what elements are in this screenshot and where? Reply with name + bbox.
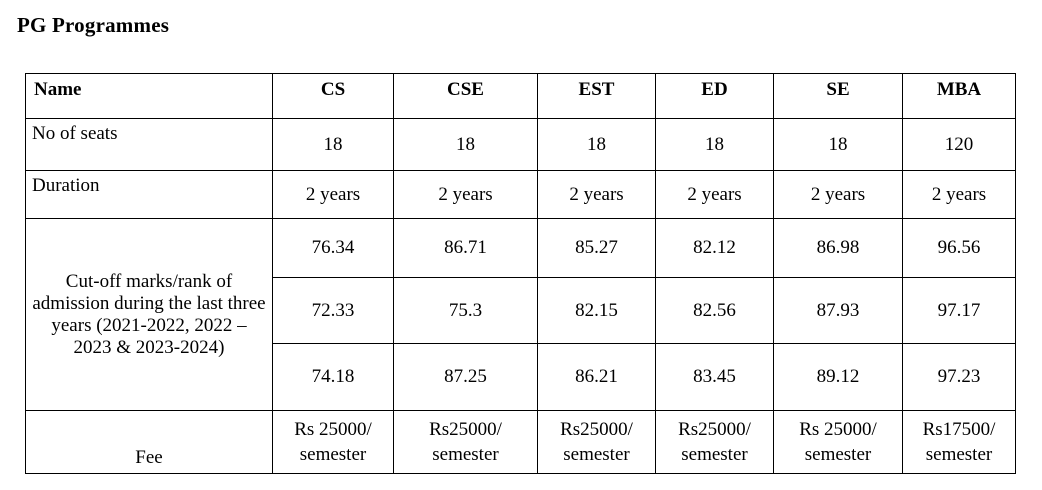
cell-cutoff1-ed: 82.12 — [655, 218, 774, 278]
cell-cutoff2-ed: 82.56 — [655, 277, 774, 344]
cell-duration-cse: 2 years — [393, 170, 538, 219]
row-label-seats: No of seats — [25, 118, 273, 171]
cell-cutoff3-cs: 74.18 — [272, 343, 394, 411]
table-row-seats: No of seats 18 18 18 18 18 120 — [25, 118, 1016, 171]
cell-seats-est: 18 — [537, 118, 656, 171]
table-row-duration: Duration 2 years 2 years 2 years 2 years… — [25, 170, 1016, 219]
pg-programmes-table: Name CS CSE EST ED SE MBA No of seats 18… — [25, 73, 1016, 474]
cell-cutoff2-mba: 97.17 — [902, 277, 1016, 344]
table-row-cutoff-year3: 74.18 87.25 86.21 83.45 89.12 97.23 — [26, 343, 1016, 411]
column-header-se: SE — [773, 73, 903, 119]
cell-duration-cs: 2 years — [272, 170, 394, 219]
cell-duration-ed: 2 years — [655, 170, 774, 219]
row-label-duration: Duration — [25, 170, 273, 219]
page-title: PG Programmes — [17, 13, 170, 37]
cell-fee-ed: Rs25000/ semester — [655, 410, 774, 474]
cell-cutoff1-cse: 86.71 — [393, 218, 538, 278]
cell-cutoff2-cse: 75.3 — [393, 277, 538, 344]
cell-cutoff3-cse: 87.25 — [393, 343, 538, 411]
cell-seats-ed: 18 — [655, 118, 774, 171]
row-label-fee: Fee — [25, 410, 273, 474]
cell-cutoff3-mba: 97.23 — [902, 343, 1016, 411]
table-row-fee: Fee Rs 25000/ semester Rs25000/ semester… — [25, 410, 1016, 474]
column-header-cse: CSE — [393, 73, 538, 119]
cell-cutoff1-est: 85.27 — [537, 218, 656, 278]
cell-cutoff1-cs: 76.34 — [272, 218, 394, 278]
cell-cutoff2-est: 82.15 — [537, 277, 656, 344]
cell-fee-cse: Rs25000/ semester — [393, 410, 538, 474]
cell-cutoff2-se: 87.93 — [773, 277, 903, 344]
cell-seats-cse: 18 — [393, 118, 538, 171]
column-header-name: Name — [25, 73, 273, 119]
row-label-cutoff: Cut-off marks/rank of admission during t… — [25, 218, 273, 411]
cell-cutoff3-est: 86.21 — [537, 343, 656, 411]
cell-seats-se: 18 — [773, 118, 903, 171]
column-header-cs: CS — [272, 73, 394, 119]
cell-cutoff3-se: 89.12 — [773, 343, 903, 411]
cell-fee-mba: Rs17500/ semester — [902, 410, 1016, 474]
cell-duration-mba: 2 years — [902, 170, 1016, 219]
cell-cutoff2-cs: 72.33 — [272, 277, 394, 344]
table-row-cutoff-year1: Cut-off marks/rank of admission during t… — [25, 218, 1016, 411]
column-header-ed: ED — [655, 73, 774, 119]
table-row-cutoff-year2: 72.33 75.3 82.15 82.56 87.93 97.17 — [26, 277, 1016, 344]
cell-duration-se: 2 years — [773, 170, 903, 219]
column-header-est: EST — [537, 73, 656, 119]
cell-duration-est: 2 years — [537, 170, 656, 219]
cell-cutoff1-se: 86.98 — [773, 218, 903, 278]
cell-seats-mba: 120 — [902, 118, 1016, 171]
table-header-row: Name CS CSE EST ED SE MBA — [25, 73, 1016, 119]
cell-fee-se: Rs 25000/ semester — [773, 410, 903, 474]
cell-fee-est: Rs25000/ semester — [537, 410, 656, 474]
cell-fee-cs: Rs 25000/ semester — [272, 410, 394, 474]
cell-cutoff3-ed: 83.45 — [655, 343, 774, 411]
cell-seats-cs: 18 — [272, 118, 394, 171]
cell-cutoff1-mba: 96.56 — [902, 218, 1016, 278]
column-header-mba: MBA — [902, 73, 1016, 119]
